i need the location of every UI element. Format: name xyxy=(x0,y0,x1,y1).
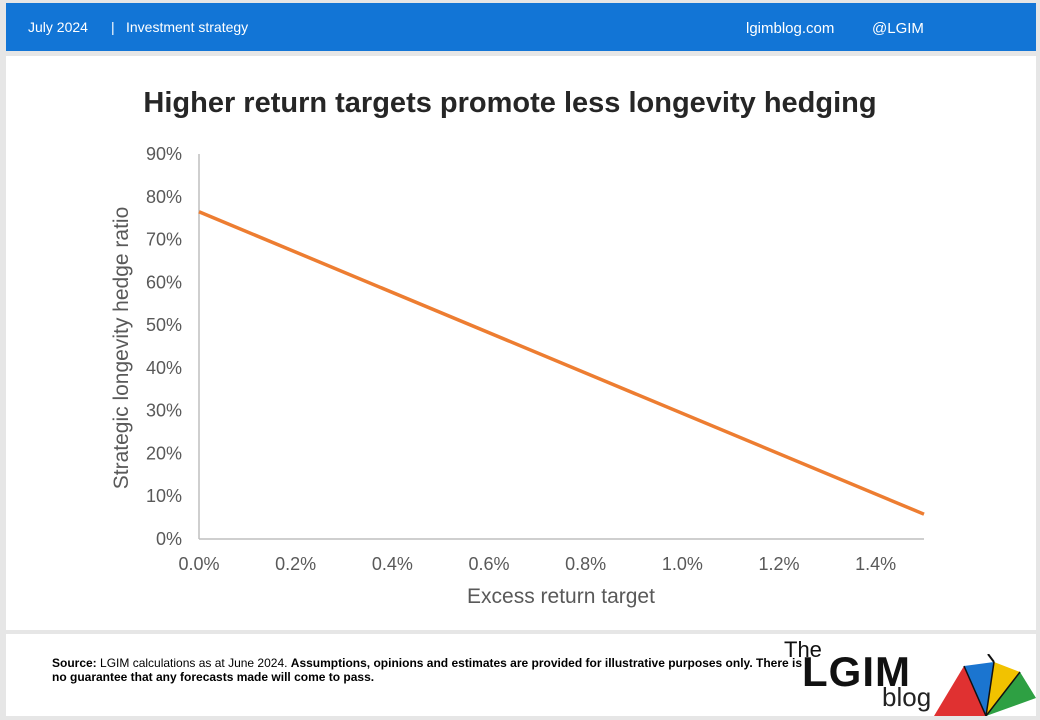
disclaimer-text: Assumptions, opinions and estimates are … xyxy=(52,656,803,684)
y-tick-label: 40% xyxy=(146,358,182,378)
x-tick-labels: 0.0% 0.2% 0.4% 0.6% 0.8% 1.0% 1.2% 1.4% xyxy=(178,554,896,574)
logo-blog: blog xyxy=(882,682,932,712)
series-line xyxy=(198,210,925,516)
header-category: Investment strategy xyxy=(126,19,249,35)
umbrella-icon xyxy=(934,654,1036,716)
header-bar: July 2024 | Investment strategy lgimblog… xyxy=(6,3,1036,51)
y-tick-label: 10% xyxy=(146,486,182,506)
source-text: LGIM calculations as at June 2024. xyxy=(96,656,291,670)
line-chart: Higher return targets promote less longe… xyxy=(110,87,925,608)
y-tick-labels: 0% 10% 20% 30% 40% 50% 60% 70% 80% 90% xyxy=(146,144,182,549)
x-tick-label: 0.6% xyxy=(468,554,509,574)
y-tick-label: 0% xyxy=(156,529,182,549)
x-tick-label: 1.2% xyxy=(758,554,799,574)
header-separator: | xyxy=(111,19,115,35)
y-tick-label: 80% xyxy=(146,187,182,207)
logo-lgim: LGIM xyxy=(802,648,911,695)
y-tick-label: 30% xyxy=(146,401,182,421)
source-label: Source: xyxy=(52,656,97,670)
y-tick-label: 60% xyxy=(146,272,182,292)
header-date: July 2024 xyxy=(28,19,88,35)
logo-the: The xyxy=(784,637,822,662)
x-tick-label: 0.8% xyxy=(565,554,606,574)
y-tick-label: 70% xyxy=(146,230,182,250)
x-tick-label: 1.0% xyxy=(662,554,703,574)
footer: Source: LGIM calculations as at June 202… xyxy=(6,634,1036,716)
y-tick-label: 50% xyxy=(146,315,182,335)
lgim-blog-logo: The LGIM blog xyxy=(784,634,1036,716)
x-tick-label: 0.2% xyxy=(275,554,316,574)
header-site-link[interactable]: lgimblog.com xyxy=(746,20,835,37)
x-tick-label: 1.4% xyxy=(855,554,896,574)
chart-panel: Higher return targets promote less longe… xyxy=(6,56,1036,630)
x-axis-label: Excess return target xyxy=(467,585,655,608)
source-note: Source: LGIM calculations as at June 202… xyxy=(52,656,812,684)
series-lines xyxy=(198,210,925,516)
chart-title: Higher return targets promote less longe… xyxy=(143,87,876,119)
x-tick-label: 0.0% xyxy=(178,554,219,574)
y-tick-label: 90% xyxy=(146,144,182,164)
y-tick-label: 20% xyxy=(146,443,182,463)
x-tick-label: 0.4% xyxy=(372,554,413,574)
y-axis-label: Strategic longevity hedge ratio xyxy=(110,207,133,490)
header-social-handle[interactable]: @LGIM xyxy=(872,20,924,37)
